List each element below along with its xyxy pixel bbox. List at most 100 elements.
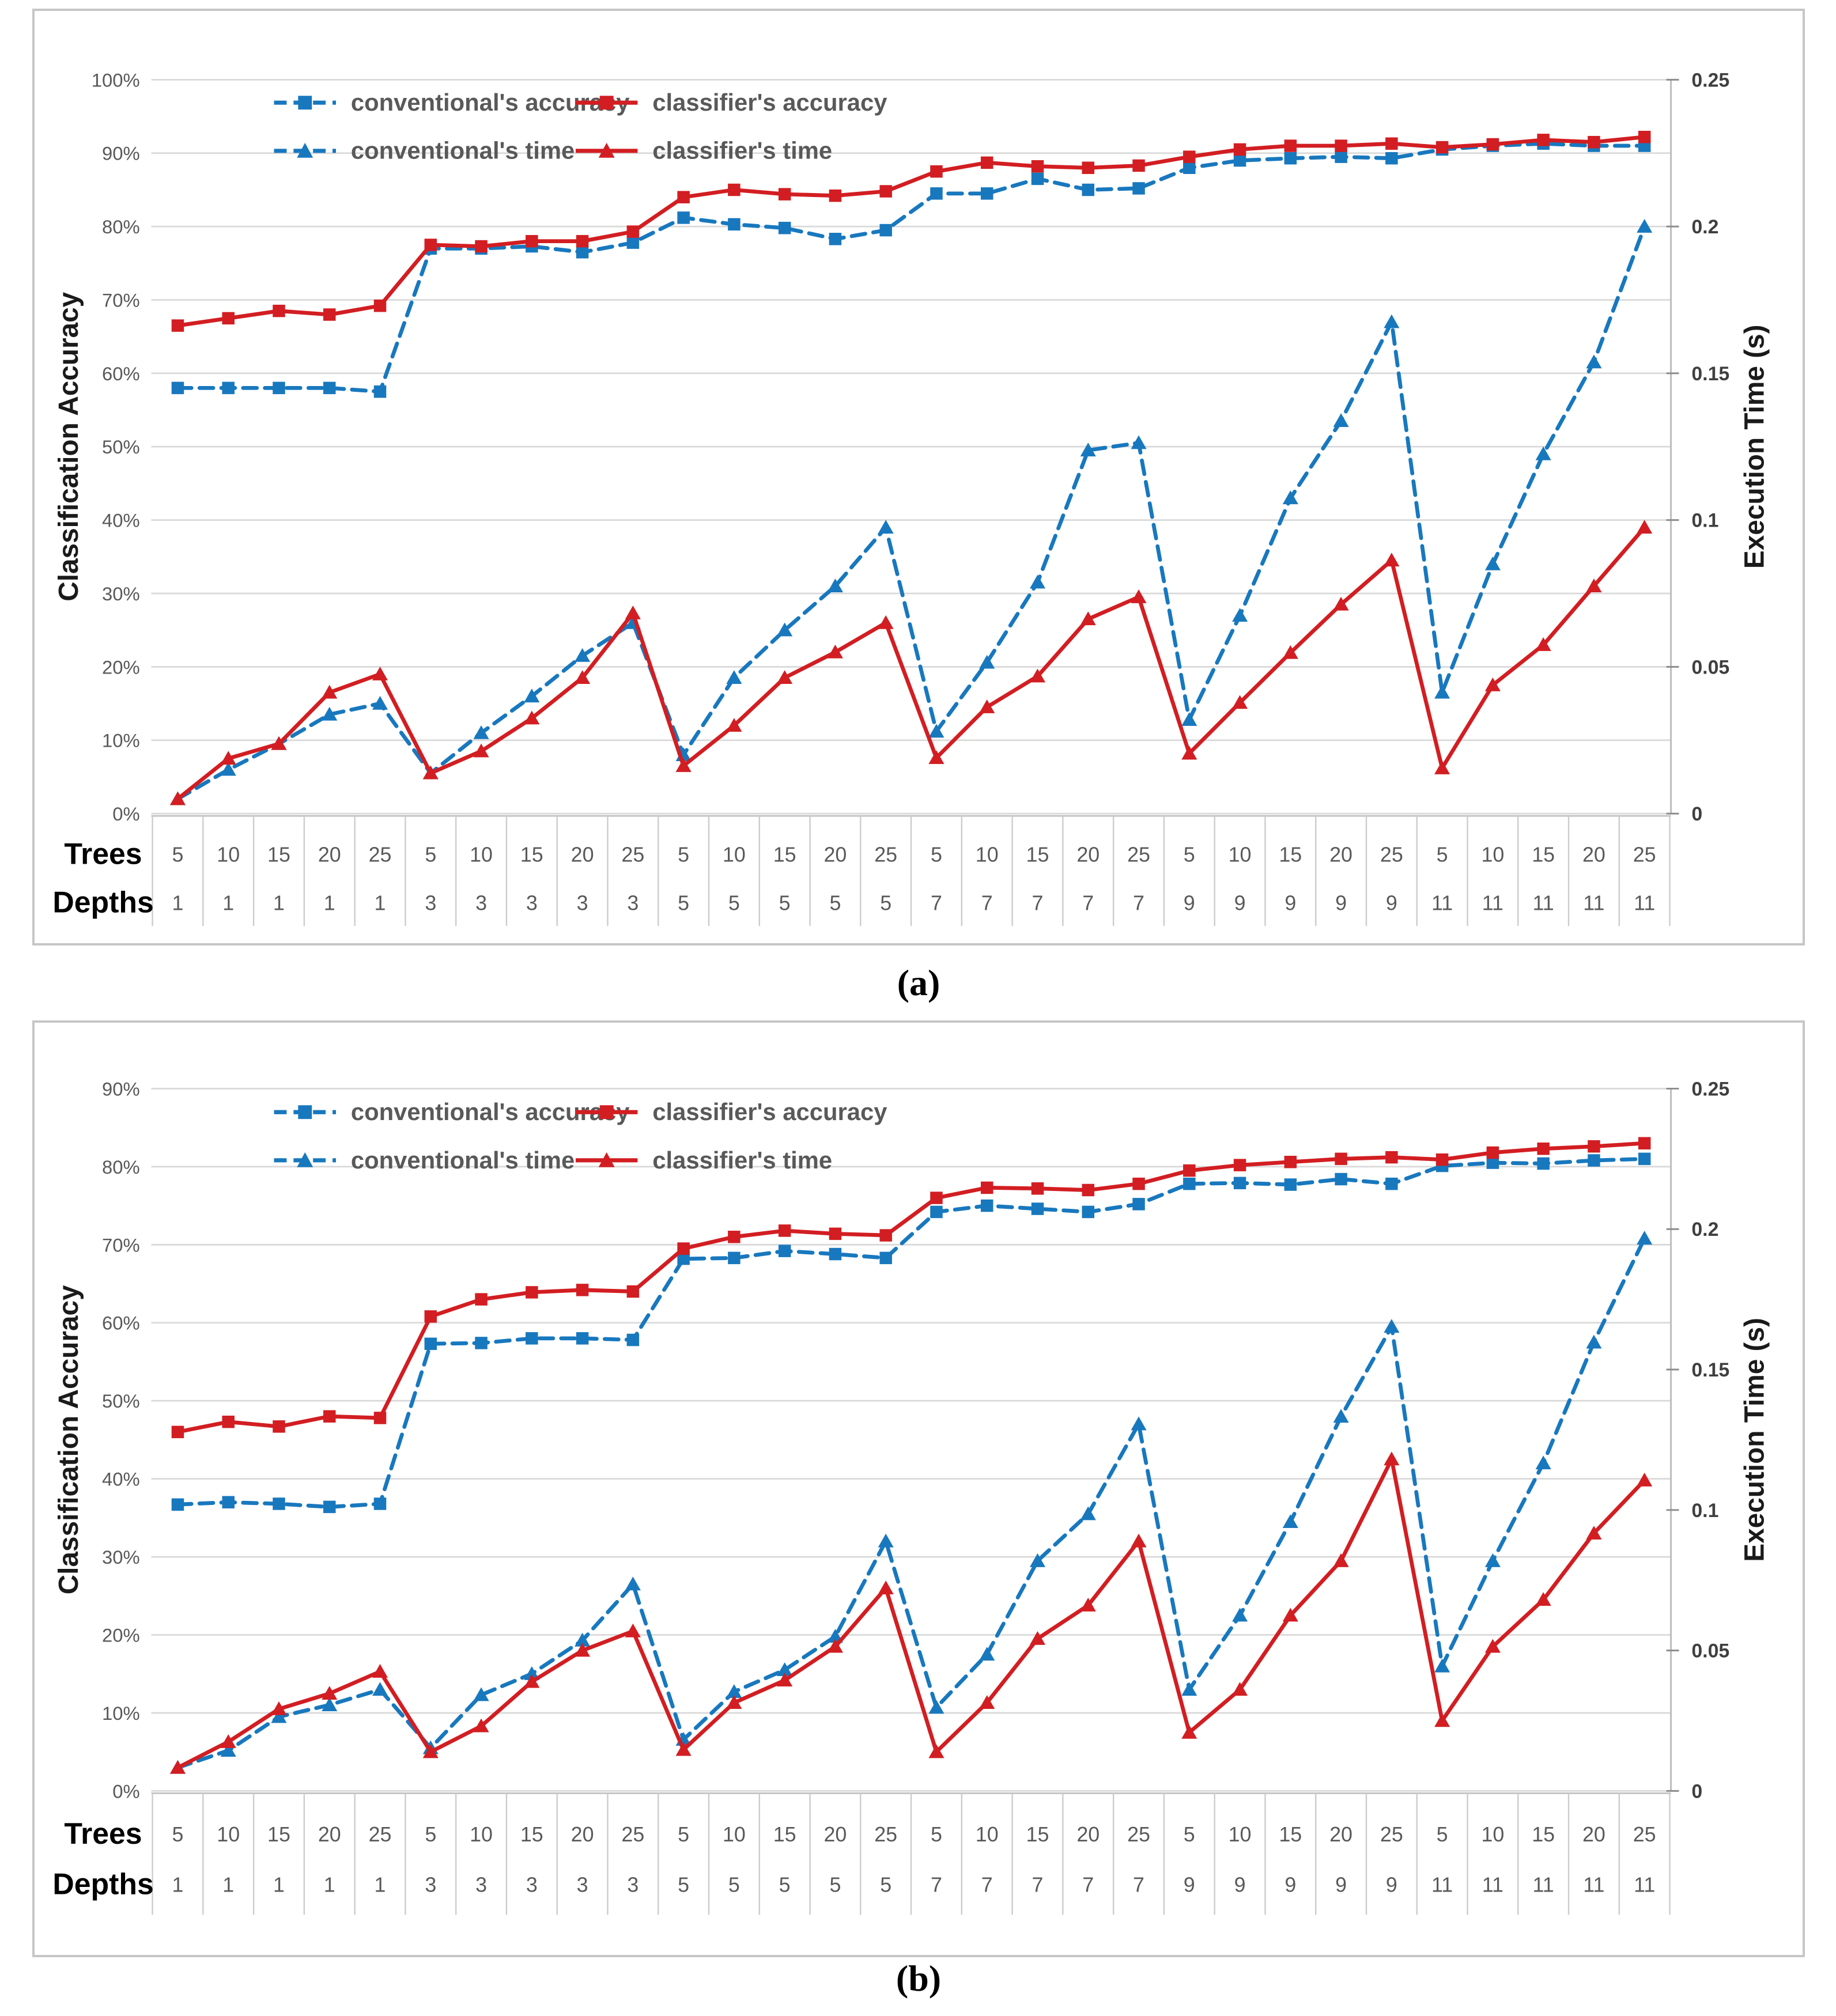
svg-text:5: 5 xyxy=(1184,1823,1195,1846)
svg-text:50%: 50% xyxy=(102,436,140,457)
svg-text:25: 25 xyxy=(621,1823,644,1846)
svg-text:25: 25 xyxy=(874,844,897,867)
svg-text:10: 10 xyxy=(470,1823,493,1846)
legend: conventional's accuracy classifier's accu… xyxy=(274,89,887,164)
svg-text:70%: 70% xyxy=(102,289,140,311)
right-axis: 0.25 0.2 0.15 0.1 0.05 0 xyxy=(1666,69,1729,825)
svg-text:20: 20 xyxy=(1582,1823,1605,1846)
series-classifier-s-time xyxy=(169,1451,1653,1774)
svg-text:0%: 0% xyxy=(112,1780,139,1802)
svg-text:20: 20 xyxy=(1329,844,1353,867)
svg-text:7: 7 xyxy=(1133,1874,1144,1897)
svg-text:20: 20 xyxy=(318,844,341,867)
svg-text:conventional's time: conventional's time xyxy=(351,1147,575,1174)
series-classifier-s-accuracy xyxy=(171,1137,1651,1439)
svg-text:9: 9 xyxy=(1184,891,1195,914)
svg-text:10: 10 xyxy=(1481,844,1504,867)
x-axis-table: 5 10 15 20 25 5 10 15 20 25 5 10 15 20 25 5 10 15 20 25 5 10 1… xyxy=(52,1792,1671,1915)
svg-text:15: 15 xyxy=(267,1823,290,1846)
svg-text:10%: 10% xyxy=(102,1703,140,1724)
series-conventional-s-accuracy xyxy=(171,1152,1651,1514)
legend-item-classifier-s-accuracy: classifier's accuracy xyxy=(575,89,887,116)
depths-row-label: Depths xyxy=(52,885,153,918)
svg-text:5: 5 xyxy=(678,844,689,867)
svg-text:20: 20 xyxy=(1076,1823,1100,1846)
svg-text:50%: 50% xyxy=(102,1390,140,1412)
svg-text:5: 5 xyxy=(172,844,183,867)
svg-text:10: 10 xyxy=(1229,1823,1252,1846)
left-axis-tick-labels: 90% 80% 70% 60% 50% 40% 30% 20% 10% 0% xyxy=(102,1078,140,1802)
svg-text:0%: 0% xyxy=(112,803,139,824)
svg-text:5: 5 xyxy=(425,1823,436,1846)
svg-text:11: 11 xyxy=(1583,1874,1604,1897)
svg-text:5: 5 xyxy=(931,844,942,867)
svg-text:11: 11 xyxy=(1431,891,1453,914)
svg-text:9: 9 xyxy=(1285,1874,1296,1897)
svg-text:7: 7 xyxy=(981,891,993,914)
svg-text:10: 10 xyxy=(976,1823,999,1846)
svg-text:15: 15 xyxy=(520,1823,543,1846)
legend-item-classifier-s-time: classifier's time xyxy=(575,137,832,164)
svg-text:7: 7 xyxy=(981,1874,993,1897)
svg-text:1: 1 xyxy=(375,891,386,914)
svg-text:10%: 10% xyxy=(102,730,140,751)
svg-text:5: 5 xyxy=(678,891,689,914)
svg-text:classifier's time: classifier's time xyxy=(652,1147,832,1174)
svg-text:7: 7 xyxy=(1032,891,1044,914)
svg-text:11: 11 xyxy=(1431,1874,1453,1897)
svg-text:9: 9 xyxy=(1184,1874,1195,1897)
svg-text:20%: 20% xyxy=(102,1624,140,1646)
svg-text:9: 9 xyxy=(1234,891,1246,914)
svg-text:3: 3 xyxy=(627,1874,639,1897)
caption-a: (a) xyxy=(897,962,940,1003)
left-axis-title: Classification Accuracy xyxy=(54,292,84,601)
legend-item-conventional-s-time: conventional's time xyxy=(274,1147,575,1174)
svg-text:5: 5 xyxy=(1437,1823,1448,1846)
caption-b: (b) xyxy=(896,1957,942,1999)
svg-text:3: 3 xyxy=(577,891,588,914)
svg-text:11: 11 xyxy=(1583,891,1604,914)
svg-text:1: 1 xyxy=(273,1874,285,1897)
svg-text:5: 5 xyxy=(1437,844,1448,867)
series-conventional-s-accuracy xyxy=(171,137,1651,398)
right-axis: 0.25 0.2 0.15 0.1 0.05 0 xyxy=(1666,1078,1729,1802)
svg-text:3: 3 xyxy=(526,891,538,914)
svg-text:7: 7 xyxy=(931,1874,942,1897)
svg-text:70%: 70% xyxy=(102,1234,140,1255)
svg-text:1: 1 xyxy=(172,891,183,914)
svg-text:10: 10 xyxy=(470,844,493,867)
svg-text:25: 25 xyxy=(874,1823,897,1846)
svg-text:25: 25 xyxy=(1127,1823,1150,1846)
gridlines xyxy=(151,1088,1671,1792)
chart-panel-b: 90% 80% 70% 60% 50% 40% 30% 20% 10% 0% 0.25 0.2 0.15… xyxy=(32,1020,1805,1957)
svg-text:3: 3 xyxy=(425,891,436,914)
svg-text:9: 9 xyxy=(1234,1874,1246,1897)
series-classifier-s-time xyxy=(169,520,1653,805)
svg-text:11: 11 xyxy=(1482,891,1503,914)
left-axis-title: Classification Accuracy xyxy=(54,1285,84,1594)
svg-text:20: 20 xyxy=(571,844,594,867)
svg-text:15: 15 xyxy=(773,844,796,867)
svg-text:0: 0 xyxy=(1691,1780,1702,1802)
svg-text:1: 1 xyxy=(324,1874,335,1897)
svg-text:15: 15 xyxy=(1532,1823,1555,1846)
svg-text:5: 5 xyxy=(829,891,841,914)
svg-text:10: 10 xyxy=(217,1823,240,1846)
legend-item-conventional-s-time: conventional's time xyxy=(274,137,575,164)
svg-text:20: 20 xyxy=(1582,844,1605,867)
svg-text:25: 25 xyxy=(621,844,644,867)
x-axis-table: 5 10 15 20 25 5 10 15 20 25 5 10 15 20 25 5 10 15 20 25 5 10 1… xyxy=(52,815,1671,926)
left-axis-tick-labels: 100% 90% 80% 70% 60% 50% 40% 30% 20% 10% 0% xyxy=(92,69,140,824)
svg-text:5: 5 xyxy=(880,891,891,914)
svg-text:9: 9 xyxy=(1285,891,1296,914)
svg-text:5: 5 xyxy=(678,1823,689,1846)
svg-text:conventional's time: conventional's time xyxy=(351,137,575,164)
svg-text:15: 15 xyxy=(1026,844,1049,867)
series-classifier-s-accuracy xyxy=(171,131,1651,332)
svg-text:9: 9 xyxy=(1386,1874,1397,1897)
right-axis-title: Execution Time (s) xyxy=(1740,1318,1770,1562)
svg-text:5: 5 xyxy=(172,1823,183,1846)
svg-text:9: 9 xyxy=(1386,891,1397,914)
svg-text:10: 10 xyxy=(1229,844,1252,867)
svg-text:25: 25 xyxy=(369,1823,392,1846)
